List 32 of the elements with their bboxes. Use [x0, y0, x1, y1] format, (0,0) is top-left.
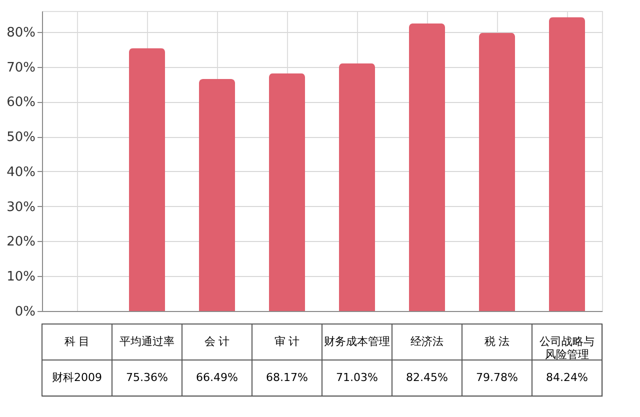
bar — [199, 79, 235, 311]
bar — [269, 73, 305, 311]
y-tick-label: 0% — [14, 304, 36, 320]
data-label: 71.03% — [336, 371, 378, 384]
y-tick-label: 30% — [6, 200, 36, 215]
y-tick-label: 10% — [6, 270, 36, 285]
text: 财科2009 — [52, 371, 102, 384]
data-label: 79.78% — [476, 371, 518, 384]
y-tick-label: 60% — [6, 95, 36, 110]
bar — [479, 32, 515, 311]
legend-title: 科 目 — [64, 335, 90, 348]
bar — [339, 63, 375, 311]
x-tick-label: 公司战略与风险管理 — [540, 335, 594, 361]
data-label: 66.49% — [196, 371, 238, 384]
bar — [549, 17, 585, 311]
y-tick-label: 20% — [6, 234, 36, 250]
x-tick-label: 审 计 — [274, 335, 300, 348]
x-tick-label: 财务成本管理 — [324, 335, 390, 348]
x-tick-label: 平均通过率 — [120, 335, 174, 348]
data-label: 82.45% — [406, 371, 448, 384]
x-tick-label: 会 计 — [204, 335, 230, 348]
y-tick-label: 70% — [6, 60, 36, 76]
y-tick-label: 50% — [6, 130, 36, 146]
data-label: 84.24% — [546, 371, 588, 384]
bar — [409, 23, 445, 311]
x-tick-label: 税 法 — [484, 335, 510, 348]
y-tick-label: 80% — [6, 25, 36, 40]
data-label: 75.36% — [126, 371, 168, 384]
x-tick-label: 经济法 — [410, 335, 444, 348]
y-tick-label: 40% — [6, 164, 36, 180]
data-label: 68.17% — [266, 371, 308, 384]
bar — [129, 48, 165, 311]
